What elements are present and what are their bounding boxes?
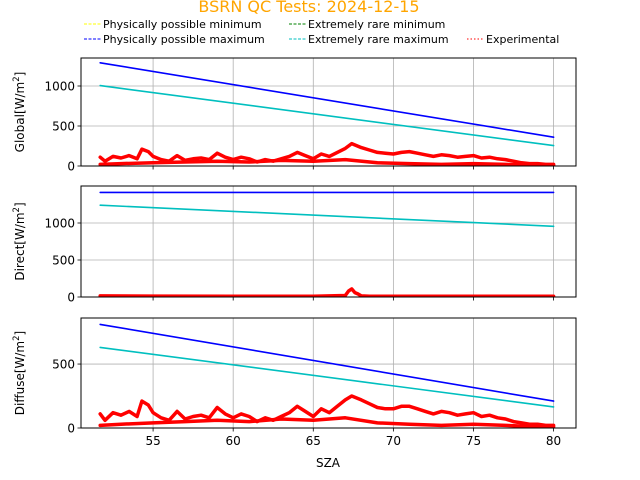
y-axis-label-main: Global[W/m <box>13 82 27 153</box>
y-axis-label: Diffuse[W/m2] <box>12 331 27 415</box>
series-line <box>99 323 555 402</box>
legend-label: Physically possible maximum <box>103 33 265 46</box>
legend-label: Experimental <box>486 33 559 46</box>
x-tick-label: 55 <box>145 434 160 448</box>
axes-frame <box>80 185 577 298</box>
y-axis-label-end: ] <box>13 72 27 77</box>
series-line <box>99 346 555 408</box>
x-tick-label: 80 <box>546 434 561 448</box>
series-group <box>98 191 556 297</box>
legend-label: Extremely rare maximum <box>308 33 449 46</box>
y-tick-label: 0 <box>67 160 75 174</box>
y-axis-label-sup: 2 <box>12 76 22 81</box>
y-axis-label: Direct[W/m2] <box>12 202 27 280</box>
series-line <box>98 141 556 166</box>
y-tick-label: 0 <box>67 291 75 305</box>
series-line <box>98 157 556 166</box>
panel-diffuse: 0 500 55 60 65 70 75 80 Diffuse[W/m2] <box>12 317 577 448</box>
chart-title: BSRN QC Tests: 2024-12-15 <box>198 0 419 16</box>
series-line <box>99 61 555 138</box>
y-tick-label: 1000 <box>44 217 75 231</box>
axes-frame <box>80 317 577 429</box>
x-tick-label: 65 <box>306 434 321 448</box>
series-line <box>99 204 555 228</box>
series-group <box>98 61 556 166</box>
y-axis-label-sup: 2 <box>12 207 22 212</box>
panel-global: 0 500 1000 Global[W/m2] <box>12 57 577 174</box>
panels: 05001000Global[W/m2]05001000Direct[W/m2]… <box>12 57 577 448</box>
axes-frame <box>80 57 577 167</box>
y-tick-label: 1000 <box>44 80 75 94</box>
x-tick-label: 60 <box>226 434 241 448</box>
legend-label: Physically possible minimum <box>103 18 262 31</box>
x-tick-label: 75 <box>466 434 481 448</box>
x-axis-label: SZA <box>316 456 341 470</box>
y-tick-label: 500 <box>52 254 75 268</box>
y-tick-label: 0 <box>67 422 75 436</box>
panel-direct: 0 500 1000 Direct[W/m2] <box>12 185 577 305</box>
y-axis-label-sup: 2 <box>12 335 22 340</box>
legend-label: Extremely rare minimum <box>308 18 445 31</box>
y-axis-label-end: ] <box>13 202 27 207</box>
series-line <box>98 416 556 428</box>
series-line <box>99 84 555 147</box>
y-axis-label: Global[W/m2] <box>12 72 27 153</box>
y-tick-label: 500 <box>52 358 75 372</box>
y-tick-label: 500 <box>52 120 75 134</box>
y-axis-label-main: Direct[W/m <box>13 212 27 280</box>
series-group <box>98 323 556 428</box>
legend: Physically possible minimum Physically po… <box>84 18 559 46</box>
x-tick-label: 70 <box>386 434 401 448</box>
series-line <box>98 394 556 428</box>
series-line <box>98 287 556 297</box>
y-axis-label-main: Diffuse[W/m <box>13 341 27 415</box>
y-axis-label-end: ] <box>13 331 27 336</box>
